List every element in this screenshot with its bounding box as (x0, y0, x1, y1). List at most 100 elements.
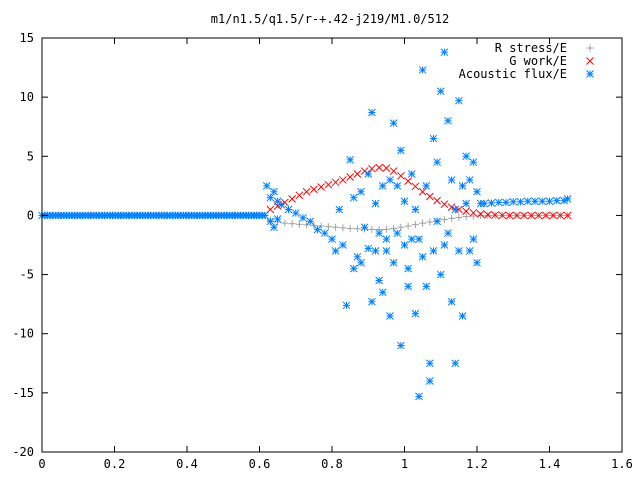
data-point (429, 247, 438, 255)
legend-marker (586, 70, 594, 78)
data-point (317, 183, 325, 191)
data-point (393, 229, 402, 238)
data-point (400, 197, 409, 206)
legend-marker (586, 57, 594, 65)
y-tick-label: -15 (12, 386, 34, 400)
legend-label: R stress/E (495, 41, 567, 55)
data-point (542, 211, 550, 220)
data-point (324, 180, 333, 189)
data-point (353, 252, 362, 261)
data-point (411, 182, 420, 191)
data-point (386, 312, 394, 320)
x-tick-label: 1.2 (466, 457, 488, 471)
y-tick-label: 15 (20, 31, 34, 45)
data-point (266, 217, 275, 226)
data-point (397, 223, 405, 231)
data-point (433, 158, 441, 167)
data-point (484, 211, 492, 219)
data-point (538, 197, 547, 206)
chart-title: m1/n1.5/q1.5/r-+.42-j219/M1.0/512 (211, 12, 449, 26)
data-point (440, 216, 448, 224)
data-point (462, 213, 470, 221)
data-point (419, 219, 427, 227)
data-point (516, 197, 525, 206)
data-point (549, 211, 557, 220)
data-point (353, 225, 361, 233)
data-point (299, 213, 307, 222)
y-tick-label: 0 (27, 208, 34, 222)
data-point (455, 96, 463, 105)
data-point (418, 66, 427, 74)
data-point (273, 215, 282, 223)
data-point (563, 195, 572, 203)
data-point (389, 258, 398, 267)
data-point (317, 222, 325, 230)
x-tick-label: 1.4 (539, 457, 561, 471)
data-point (545, 197, 554, 206)
data-point (328, 235, 336, 243)
data-point (418, 252, 427, 261)
data-point (462, 207, 470, 216)
data-point (382, 235, 391, 243)
data-point (303, 221, 311, 229)
data-point (415, 235, 423, 243)
data-point (411, 221, 419, 229)
data-point (302, 187, 311, 196)
data-point (502, 198, 510, 207)
data-point (513, 211, 521, 220)
data-point (462, 152, 470, 161)
data-point (476, 210, 485, 218)
data-point (563, 211, 572, 220)
data-point (552, 196, 561, 205)
data-point (509, 197, 518, 206)
data-point (346, 224, 354, 232)
x-tick-label: 1.6 (611, 457, 633, 471)
data-point (422, 182, 431, 190)
data-point (404, 264, 412, 273)
data-point (527, 211, 536, 220)
data-point (498, 211, 507, 220)
data-point (455, 205, 463, 214)
y-tick-label: 10 (20, 90, 34, 104)
data-point (411, 309, 420, 318)
series-r-stress-e (266, 211, 572, 234)
data-point (339, 224, 347, 232)
data-point (382, 225, 390, 233)
x-tick-label: 0.6 (249, 457, 271, 471)
data-point (364, 244, 373, 253)
data-point (400, 241, 409, 249)
data-point (349, 264, 358, 273)
data-point (407, 235, 416, 243)
data-point (262, 182, 271, 190)
data-point (480, 199, 489, 208)
data-point (349, 193, 358, 202)
data-point (404, 222, 412, 230)
data-point (440, 200, 449, 209)
data-point (320, 229, 329, 238)
data-point (556, 211, 565, 220)
data-point (368, 108, 376, 117)
data-point (346, 173, 354, 181)
data-point (397, 341, 405, 350)
data-point (306, 217, 315, 226)
legend-label: G work/E (509, 54, 567, 68)
y-tick-label: -20 (12, 445, 34, 459)
data-point (288, 195, 296, 203)
data-point (288, 220, 296, 228)
data-point (469, 158, 478, 167)
legend-label: Acoustic flux/E (459, 67, 567, 81)
data-point (494, 198, 503, 207)
data-point (382, 247, 391, 255)
data-point (411, 205, 420, 214)
data-point (310, 185, 318, 194)
data-point (469, 212, 477, 220)
data-point (342, 301, 351, 310)
data-point (487, 199, 496, 207)
data-point (375, 276, 383, 285)
data-point (346, 155, 354, 164)
legend-marker (586, 44, 594, 52)
data-point (353, 170, 362, 178)
data-point (455, 247, 463, 255)
data-point (375, 163, 383, 172)
data-point (415, 392, 423, 401)
